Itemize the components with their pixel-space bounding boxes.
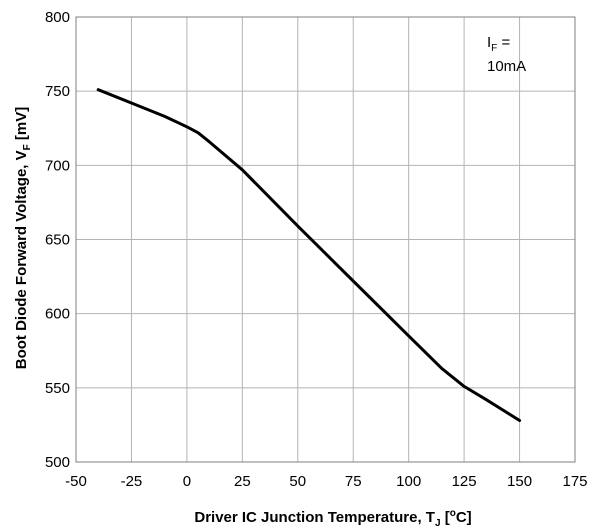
x-tick-label: -25: [121, 473, 143, 490]
annotation-current-value: 10mA: [487, 58, 526, 75]
annotation-current-sub: F: [491, 43, 497, 54]
y-axis-ticks: 500 550 600 650 700 750 800: [45, 9, 70, 471]
x-tick-label: 125: [452, 473, 477, 490]
x-axis-ticks: -50 -25 0 25 50 75 100 125 150 175: [65, 473, 587, 490]
x-axis-title-main: Driver IC Junction Temperature, T: [194, 509, 435, 526]
y-axis-title-main: Boot Diode Forward Voltage, V: [13, 150, 30, 369]
y-tick-label: 700: [45, 157, 70, 174]
x-axis-title-sup: o: [450, 508, 456, 519]
x-tick-label: 150: [507, 473, 532, 490]
annotation-equals: =: [497, 34, 510, 51]
y-tick-label: 500: [45, 454, 70, 471]
x-axis-title-tail: [: [441, 509, 450, 526]
x-tick-label: 75: [345, 473, 362, 490]
x-tick-label: -50: [65, 473, 87, 490]
x-tick-label: 50: [289, 473, 306, 490]
y-tick-label: 800: [45, 9, 70, 26]
annotation-current-label: IF =: [487, 34, 510, 54]
x-tick-label: 0: [183, 473, 191, 490]
x-tick-label: 25: [234, 473, 251, 490]
series-line-0: [96, 88, 522, 422]
x-tick-label: 100: [396, 473, 421, 490]
x-tick-label: 175: [562, 473, 587, 490]
plot-area-frame: [75, 16, 576, 463]
y-axis-title-unit: [mV]: [13, 107, 30, 145]
series-group: [96, 88, 522, 422]
x-axis-title-sub: J: [435, 518, 441, 529]
y-tick-label: 650: [45, 232, 70, 249]
grid-lines: [75, 16, 576, 463]
y-axis-title-sub: F: [22, 144, 33, 150]
y-tick-label: 600: [45, 306, 70, 323]
x-axis-title: Driver IC Junction Temperature, TJ [oC]: [194, 508, 471, 529]
y-tick-label: 550: [45, 380, 70, 397]
y-axis-title: Boot Diode Forward Voltage, VF [mV]: [13, 107, 33, 370]
annotation-current-symbol: I: [487, 34, 491, 51]
x-axis-title-unit: C]: [456, 509, 472, 526]
y-tick-label: 750: [45, 83, 70, 100]
